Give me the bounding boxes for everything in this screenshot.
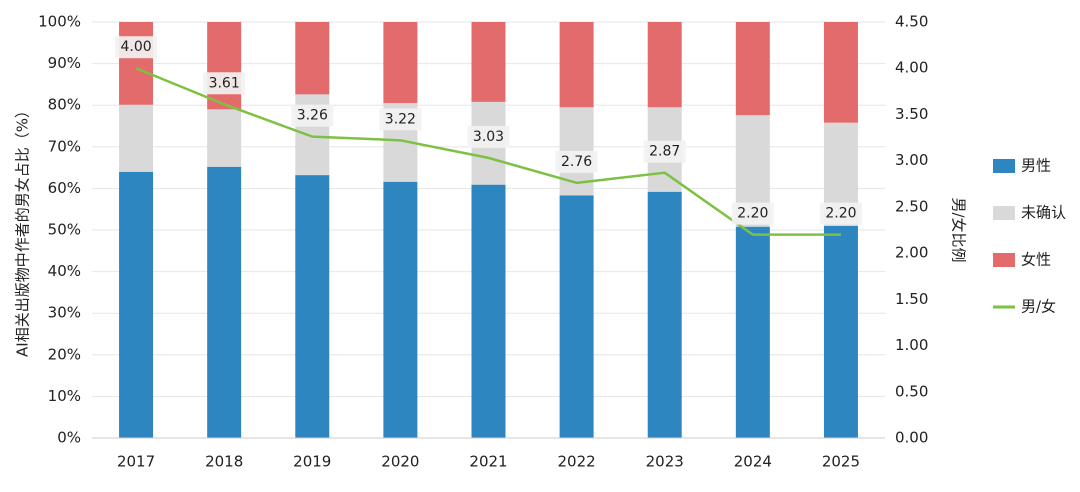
y-tick-label: 90% xyxy=(48,54,81,72)
y-tick-label: 100% xyxy=(38,13,81,31)
bar-segment xyxy=(207,166,242,438)
y-tick-label: 10% xyxy=(48,387,81,405)
x-tick-label: 2019 xyxy=(293,453,331,471)
ratio-line xyxy=(135,67,841,236)
data-label-bg xyxy=(467,125,510,148)
bar-segment xyxy=(119,104,154,172)
bar-segment xyxy=(735,226,770,438)
bar-segment xyxy=(471,184,506,438)
x-axis: 2017 2018 2019 2020 2021 2022 2023 2024 2025 xyxy=(92,437,885,471)
bar-segment xyxy=(471,22,506,102)
legend-swatch xyxy=(993,253,1015,267)
data-label: 2.76 xyxy=(561,154,592,170)
legend-label: 女性 xyxy=(1021,251,1051,269)
x-tick-label: 2021 xyxy=(469,453,507,471)
y2-tick-label: 2.00 xyxy=(895,244,928,262)
y-axis-title: AI相关出版物中作者的男女占比（%） xyxy=(14,103,32,357)
legend-swatch xyxy=(993,206,1015,220)
data-label-bg xyxy=(555,150,598,173)
bar-stacks xyxy=(119,22,858,438)
data-label: 2.20 xyxy=(737,206,768,222)
legend-label: 男性 xyxy=(1021,157,1051,175)
y2-tick-label: 1.50 xyxy=(895,290,928,308)
legend-label: 男/女 xyxy=(1021,298,1056,316)
data-label: 3.61 xyxy=(209,75,240,91)
bar-segment xyxy=(295,22,330,95)
x-tick-label: 2023 xyxy=(646,453,684,471)
bar-segment xyxy=(735,22,770,116)
data-label-bg xyxy=(819,202,862,225)
bar-segment xyxy=(295,175,330,438)
y2-axis-title: 男/女比例 xyxy=(950,197,968,262)
y2-tick-label: 1.00 xyxy=(895,336,928,354)
data-label-bg xyxy=(203,72,246,95)
bar-segment xyxy=(383,22,418,104)
legend-swatch xyxy=(993,159,1015,173)
y2-tick-label: 0.50 xyxy=(895,382,928,400)
y-tick-label: 0% xyxy=(57,429,81,447)
data-label-bg xyxy=(291,104,334,127)
y2-tick-label: 4.00 xyxy=(895,59,928,77)
x-tick-label: 2017 xyxy=(117,453,155,471)
bar-segment xyxy=(823,22,858,123)
ratio-labels: 4.00 3.61 3.26 3.22 3.03 2.76 2.87 2.20 2.20 xyxy=(115,36,862,225)
y-tick-label: 80% xyxy=(48,96,81,114)
data-label: 4.00 xyxy=(120,39,151,55)
data-label: 2.87 xyxy=(649,144,680,160)
bar-segment xyxy=(207,109,242,167)
data-label-bg xyxy=(115,36,158,59)
data-label: 2.20 xyxy=(825,206,856,222)
legend-label: 未确认 xyxy=(1021,204,1066,222)
x-tick-label: 2020 xyxy=(381,453,419,471)
ratio-line-path xyxy=(135,67,841,236)
data-label: 3.03 xyxy=(473,129,504,145)
bar-segment xyxy=(119,22,154,105)
y-tick-label: 50% xyxy=(48,221,81,239)
y-tick-label: 70% xyxy=(48,137,81,155)
bar-segment xyxy=(383,181,418,438)
data-label-bg xyxy=(643,140,686,163)
y2-tick-label: 3.50 xyxy=(895,105,928,123)
bar-segment xyxy=(207,22,242,110)
y2-tick-label: 0.00 xyxy=(895,429,928,447)
bar-segment xyxy=(823,225,858,438)
data-label-bg xyxy=(379,108,422,131)
y2-tick-label: 2.50 xyxy=(895,197,928,215)
bar-segment xyxy=(559,22,594,108)
data-label: 3.22 xyxy=(385,111,416,127)
data-label-bg xyxy=(731,202,774,225)
x-tick-label: 2025 xyxy=(822,453,860,471)
bar-segment xyxy=(647,22,682,108)
data-label: 3.26 xyxy=(297,108,328,124)
left-axis: 0% 10% 20% 30% 40% 50% 60% 70% 80% 90% 100% xyxy=(38,13,81,447)
y-tick-label: 60% xyxy=(48,179,81,197)
y-tick-label: 40% xyxy=(48,262,81,280)
y-tick-label: 20% xyxy=(48,345,81,363)
bar-segment xyxy=(119,171,154,438)
right-axis: 0.00 0.50 1.00 1.50 2.00 2.50 3.00 3.50 4.00 4.50 xyxy=(895,13,928,447)
bar-segment xyxy=(559,195,594,438)
y2-tick-label: 3.00 xyxy=(895,151,928,169)
bar-segment xyxy=(647,191,682,438)
y-tick-label: 30% xyxy=(48,304,81,322)
y2-tick-label: 4.50 xyxy=(895,13,928,31)
x-tick-label: 2022 xyxy=(558,453,596,471)
x-tick-label: 2024 xyxy=(734,453,772,471)
x-tick-label: 2018 xyxy=(205,453,243,471)
